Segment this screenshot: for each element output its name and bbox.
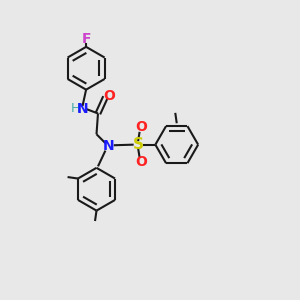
Text: O: O — [135, 120, 147, 134]
Text: H: H — [70, 103, 80, 116]
Text: N: N — [76, 102, 88, 116]
Text: O: O — [135, 155, 147, 169]
Text: O: O — [103, 88, 115, 103]
Text: N: N — [103, 139, 114, 153]
Text: F: F — [81, 32, 91, 46]
Text: S: S — [133, 137, 144, 152]
